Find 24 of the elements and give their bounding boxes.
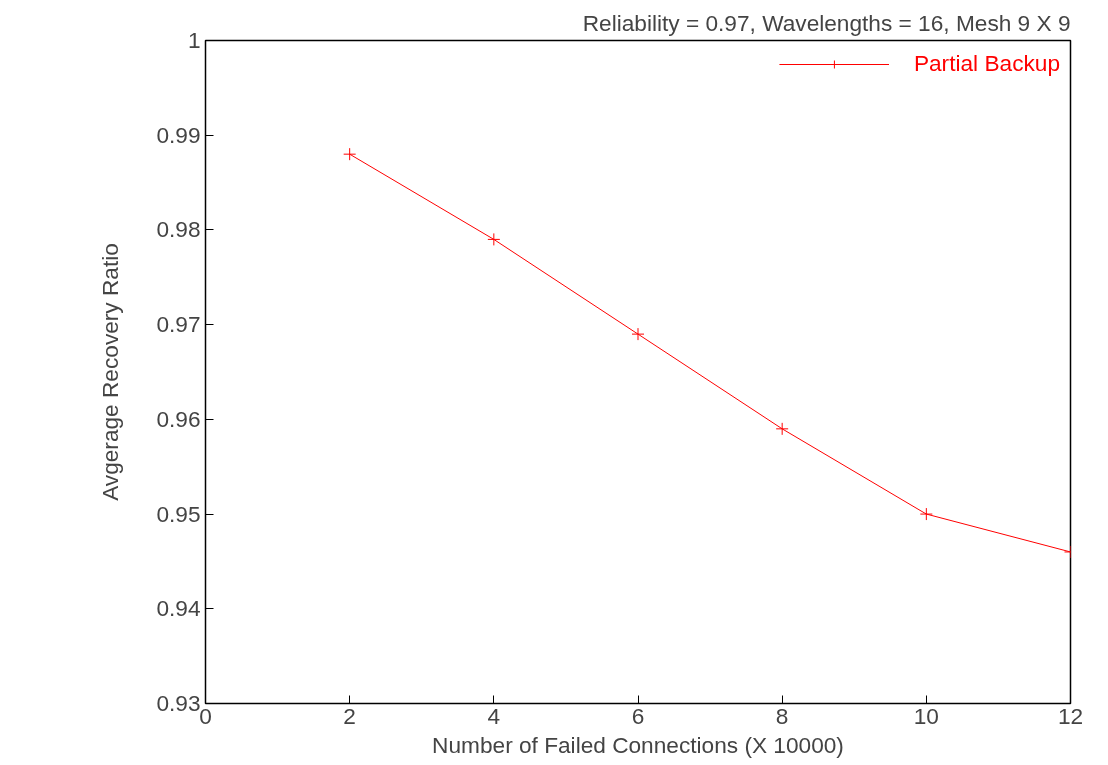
chart-title: Reliability = 0.97, Wavelengths = 16, Mesh 9 X 9 bbox=[582, 9, 1071, 36]
y-tick-label: 0.95 bbox=[156, 500, 201, 527]
x-tick-label: 12 bbox=[1057, 702, 1084, 729]
point bbox=[631, 327, 645, 341]
point bbox=[487, 232, 501, 246]
y-tick-label: 0.94 bbox=[156, 595, 201, 622]
x-axis-title: Number of Failed Connections (X 10000) bbox=[432, 731, 844, 758]
y-tick-label: 0.98 bbox=[156, 216, 201, 243]
x-tick-label: 8 bbox=[775, 702, 789, 729]
point bbox=[343, 147, 357, 161]
legend-label: Partial Backup bbox=[913, 50, 1060, 77]
y-tick-label: 0.96 bbox=[156, 405, 201, 432]
x-tick-label: 2 bbox=[343, 702, 356, 729]
point bbox=[775, 422, 789, 436]
x-tick-label: 10 bbox=[913, 702, 939, 729]
point bbox=[919, 507, 933, 521]
y-axis-title: Avgerage Recovery Ratio bbox=[97, 243, 124, 501]
x-tick-label: 0 bbox=[199, 702, 212, 729]
x-tick-label: 4 bbox=[487, 702, 501, 729]
x-tick-label: 6 bbox=[631, 702, 645, 729]
y-tick-label: 1 bbox=[187, 27, 201, 53]
y-tick-label: 0.97 bbox=[156, 311, 201, 338]
y-tick-label: 0.93 bbox=[156, 690, 201, 716]
y-tick-label: 0.99 bbox=[156, 121, 201, 148]
